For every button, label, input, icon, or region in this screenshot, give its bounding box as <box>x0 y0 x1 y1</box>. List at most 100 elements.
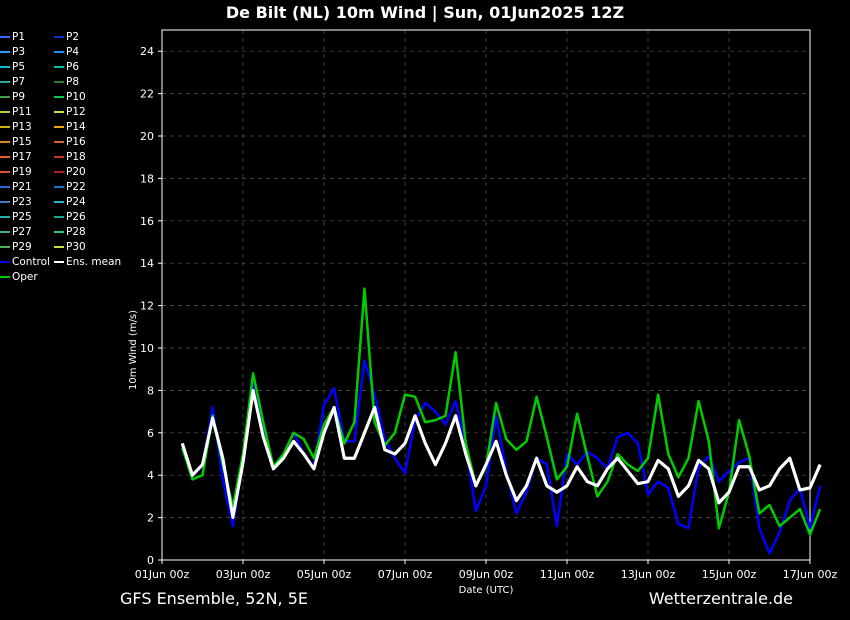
legend-label: P9 <box>12 91 26 103</box>
legend-item: P28 <box>54 226 86 238</box>
legend-label: P2 <box>66 31 80 43</box>
legend-item: P8 <box>54 76 79 88</box>
y-tick-label: 12 <box>140 300 154 313</box>
legend-item: P5 <box>0 61 25 73</box>
legend-swatch <box>0 111 10 113</box>
x-tick-label: 15Jun 00z <box>702 568 757 581</box>
legend-swatch <box>54 201 64 203</box>
y-tick-label: 24 <box>140 45 154 58</box>
legend-swatch <box>0 96 10 98</box>
legend-swatch <box>54 216 64 218</box>
legend-item: P16 <box>54 136 86 148</box>
legend-label: P10 <box>66 91 86 103</box>
legend-item: P19 <box>0 166 32 178</box>
x-tick-label: 17Jun 00z <box>783 568 838 581</box>
legend-swatch <box>0 216 10 218</box>
chart-title: De Bilt (NL) 10m Wind | Sun, 01Jun2025 1… <box>225 3 625 22</box>
legend-label: P27 <box>12 226 32 238</box>
legend-label: P24 <box>66 196 86 208</box>
legend-label: P7 <box>12 76 26 88</box>
x-tick-label: 01Jun 00z <box>135 568 190 581</box>
legend-swatch <box>0 66 10 68</box>
legend-item: P20 <box>54 166 86 178</box>
legend-label: P4 <box>66 46 80 58</box>
legend-swatch <box>54 66 64 68</box>
x-tick-label: 09Jun 00z <box>459 568 514 581</box>
legend-item: P14 <box>54 121 86 133</box>
y-tick-label: 20 <box>140 130 154 143</box>
legend-swatch <box>0 141 10 143</box>
legend-item: P4 <box>54 46 79 58</box>
legend-item: P7 <box>0 76 25 88</box>
source-credit: Wetterzentrale.de <box>648 589 793 608</box>
legend-label: P23 <box>12 196 32 208</box>
legend-label: P8 <box>66 76 80 88</box>
x-axis-label: Date (UTC) <box>459 585 514 596</box>
legend-item: P25 <box>0 211 32 223</box>
legend-item: P6 <box>54 61 79 73</box>
y-tick-label: 2 <box>147 512 154 525</box>
legend-label: Oper <box>12 271 38 283</box>
legend-swatch <box>54 111 64 113</box>
y-axis-label: 10m Wind (m/s) <box>128 310 139 390</box>
legend-label: P21 <box>12 181 32 193</box>
legend-swatch <box>0 231 10 233</box>
legend-item: P15 <box>0 136 32 148</box>
legend-item: P30 <box>54 241 86 253</box>
y-tick-label: 10 <box>140 342 154 355</box>
legend-label: P12 <box>66 106 86 118</box>
y-tick-label: 8 <box>147 384 154 397</box>
legend-label: P5 <box>12 61 26 73</box>
legend-item: P17 <box>0 151 32 163</box>
legend-label: P16 <box>66 136 86 148</box>
legend-label: P17 <box>12 151 32 163</box>
legend-label: P3 <box>12 46 26 58</box>
legend-swatch <box>0 156 10 158</box>
legend-label: P22 <box>66 181 86 193</box>
legend-label: P20 <box>66 166 86 178</box>
y-tick-label: 16 <box>140 215 154 228</box>
legend-label: P29 <box>12 241 32 253</box>
x-tick-label: 03Jun 00z <box>216 568 271 581</box>
y-tick-label: 18 <box>140 172 154 185</box>
legend-label: P28 <box>66 226 86 238</box>
legend-label: P18 <box>66 151 86 163</box>
legend-swatch <box>54 246 64 248</box>
legend-swatch <box>54 141 64 143</box>
legend-label: P30 <box>66 241 86 253</box>
legend-swatch <box>0 186 10 188</box>
legend-swatch <box>0 81 10 83</box>
legend-label: P19 <box>12 166 32 178</box>
legend-swatch <box>54 261 64 263</box>
legend-label: Control <box>12 256 50 268</box>
legend-item: P11 <box>0 106 32 118</box>
x-tick-label: 11Jun 00z <box>540 568 595 581</box>
legend-swatch <box>54 36 64 38</box>
legend-label: P13 <box>12 121 32 133</box>
legend-item: P3 <box>0 46 25 58</box>
legend-label: P25 <box>12 211 32 223</box>
legend-label: P6 <box>66 61 80 73</box>
y-tick-label: 22 <box>140 88 154 101</box>
legend-item: P9 <box>0 91 25 103</box>
legend-swatch <box>0 261 10 263</box>
legend-swatch <box>54 81 64 83</box>
legend-label: Ens. mean <box>66 256 122 268</box>
legend-item: Oper <box>0 271 38 283</box>
legend-label: P11 <box>12 106 32 118</box>
legend-item: P22 <box>54 181 86 193</box>
legend-item: P26 <box>54 211 86 223</box>
legend-swatch <box>54 96 64 98</box>
legend-label: P15 <box>12 136 32 148</box>
legend-swatch <box>0 246 10 248</box>
series-line-ens-mean-top <box>180 388 822 520</box>
legend-swatch <box>0 51 10 53</box>
legend-item: P24 <box>54 196 86 208</box>
legend-swatch <box>0 171 10 173</box>
legend-swatch <box>54 156 64 158</box>
y-tick-label: 14 <box>140 257 154 270</box>
legend-swatch <box>0 201 10 203</box>
x-tick-label: 13Jun 00z <box>621 568 676 581</box>
y-tick-label: 4 <box>147 469 154 482</box>
